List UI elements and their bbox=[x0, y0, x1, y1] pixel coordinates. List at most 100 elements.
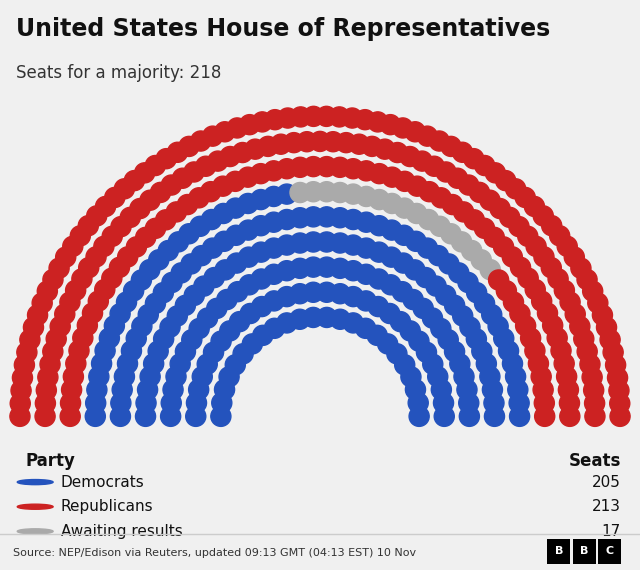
Circle shape bbox=[99, 328, 120, 348]
Circle shape bbox=[303, 182, 323, 202]
Circle shape bbox=[77, 315, 97, 335]
Circle shape bbox=[461, 241, 482, 260]
Circle shape bbox=[316, 107, 337, 127]
Circle shape bbox=[116, 292, 136, 312]
Circle shape bbox=[85, 406, 106, 426]
Circle shape bbox=[356, 161, 376, 181]
Circle shape bbox=[88, 291, 108, 311]
Circle shape bbox=[559, 393, 579, 413]
Circle shape bbox=[484, 393, 504, 413]
Circle shape bbox=[387, 344, 407, 364]
Circle shape bbox=[124, 170, 145, 190]
Circle shape bbox=[35, 393, 56, 413]
Circle shape bbox=[609, 381, 629, 401]
Circle shape bbox=[145, 156, 165, 176]
Circle shape bbox=[78, 215, 99, 236]
Circle shape bbox=[343, 158, 364, 179]
Circle shape bbox=[605, 355, 626, 375]
Circle shape bbox=[490, 198, 510, 219]
Circle shape bbox=[278, 108, 298, 128]
Circle shape bbox=[369, 164, 389, 184]
Circle shape bbox=[17, 342, 37, 363]
Circle shape bbox=[442, 194, 463, 214]
Circle shape bbox=[447, 168, 467, 188]
Circle shape bbox=[158, 241, 179, 260]
Circle shape bbox=[276, 313, 297, 333]
Circle shape bbox=[459, 393, 479, 413]
Circle shape bbox=[20, 329, 40, 350]
Circle shape bbox=[426, 276, 446, 296]
Circle shape bbox=[198, 308, 218, 328]
Circle shape bbox=[381, 247, 401, 267]
Circle shape bbox=[516, 316, 536, 336]
Circle shape bbox=[145, 294, 166, 314]
Circle shape bbox=[380, 115, 401, 135]
Circle shape bbox=[488, 316, 508, 336]
Circle shape bbox=[408, 393, 428, 413]
Circle shape bbox=[17, 529, 53, 534]
Circle shape bbox=[118, 353, 138, 374]
Circle shape bbox=[217, 290, 237, 310]
Circle shape bbox=[554, 353, 574, 373]
Circle shape bbox=[485, 163, 506, 183]
Circle shape bbox=[211, 331, 231, 351]
Circle shape bbox=[225, 198, 246, 218]
Circle shape bbox=[28, 305, 47, 325]
Circle shape bbox=[290, 157, 310, 177]
Circle shape bbox=[441, 223, 461, 244]
Text: Seats for a majority: 218: Seats for a majority: 218 bbox=[16, 64, 221, 82]
Circle shape bbox=[390, 312, 410, 332]
Circle shape bbox=[520, 328, 541, 348]
Circle shape bbox=[438, 329, 458, 350]
Circle shape bbox=[413, 298, 433, 319]
Circle shape bbox=[228, 282, 248, 302]
Circle shape bbox=[143, 353, 164, 374]
Circle shape bbox=[303, 307, 323, 328]
Circle shape bbox=[136, 393, 156, 413]
Circle shape bbox=[61, 393, 81, 413]
Circle shape bbox=[558, 380, 579, 400]
Circle shape bbox=[488, 270, 509, 290]
Circle shape bbox=[131, 270, 152, 290]
Circle shape bbox=[381, 275, 401, 295]
Circle shape bbox=[134, 163, 155, 183]
Circle shape bbox=[214, 380, 235, 400]
Circle shape bbox=[17, 479, 53, 484]
Circle shape bbox=[454, 202, 474, 222]
Circle shape bbox=[401, 367, 421, 387]
Circle shape bbox=[105, 188, 125, 207]
Circle shape bbox=[79, 258, 99, 278]
Circle shape bbox=[86, 393, 106, 413]
Circle shape bbox=[483, 380, 502, 400]
Circle shape bbox=[434, 406, 454, 426]
Circle shape bbox=[349, 134, 369, 154]
Circle shape bbox=[172, 263, 191, 283]
Circle shape bbox=[203, 238, 223, 258]
Circle shape bbox=[557, 236, 577, 256]
Circle shape bbox=[565, 304, 585, 324]
Circle shape bbox=[102, 268, 122, 288]
Circle shape bbox=[110, 406, 131, 426]
Circle shape bbox=[37, 281, 58, 301]
Circle shape bbox=[63, 367, 83, 386]
Circle shape bbox=[95, 341, 115, 361]
Circle shape bbox=[251, 164, 271, 184]
Circle shape bbox=[303, 207, 323, 227]
Circle shape bbox=[534, 393, 554, 413]
Circle shape bbox=[509, 406, 530, 426]
Circle shape bbox=[148, 250, 169, 270]
Circle shape bbox=[475, 156, 495, 176]
Circle shape bbox=[323, 132, 343, 152]
Circle shape bbox=[580, 355, 600, 374]
Circle shape bbox=[243, 334, 262, 354]
Circle shape bbox=[252, 296, 272, 316]
Circle shape bbox=[452, 306, 473, 326]
Text: B: B bbox=[580, 547, 589, 556]
Circle shape bbox=[343, 184, 364, 204]
Circle shape bbox=[474, 218, 495, 238]
Circle shape bbox=[253, 325, 273, 345]
Circle shape bbox=[118, 247, 138, 267]
Circle shape bbox=[464, 149, 484, 169]
Circle shape bbox=[382, 167, 402, 187]
Circle shape bbox=[66, 353, 86, 373]
